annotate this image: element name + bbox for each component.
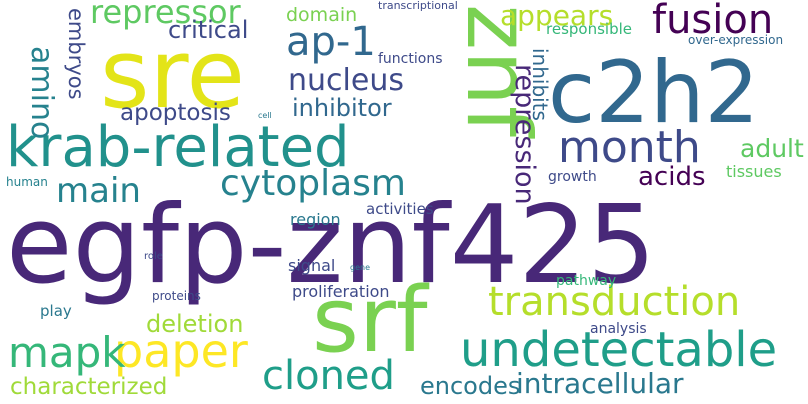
word-paper: paper [114, 324, 248, 378]
word-intracellular: intracellular [516, 367, 684, 400]
word-analysis: analysis [590, 321, 647, 337]
word-play: play [40, 302, 72, 320]
word-nucleus: nucleus [288, 63, 404, 98]
word-growth: growth [548, 169, 597, 185]
word-inhibits: inhibits [528, 48, 552, 121]
word-domain: domain [286, 4, 358, 26]
word-signal: signal [288, 256, 336, 275]
word-tissues: tissues [726, 162, 782, 181]
word-krab-related: krab-related [6, 115, 350, 180]
word-egfp-znf425: egfp-znf425 [6, 183, 656, 308]
word-proteins: proteins [152, 289, 201, 303]
word-month: month [558, 122, 701, 173]
word-activities: activities [366, 200, 434, 218]
word-undetectable: undetectable [460, 322, 778, 378]
word-srf: srf [312, 268, 428, 373]
word-transcriptional: transcriptional [378, 0, 458, 12]
word-critical: critical [168, 16, 249, 44]
word-acids: acids [638, 162, 706, 192]
word-repressor: repressor [90, 0, 241, 31]
word-sre: sre [100, 20, 245, 130]
word-encodes: encodes [420, 372, 521, 400]
word-characterized: characterized [10, 374, 168, 400]
word-cell: cell [258, 111, 272, 120]
word-gene: gene [350, 263, 370, 272]
word-adult: adult [740, 134, 804, 163]
word-functions: functions [378, 51, 443, 67]
word-region: region [290, 210, 341, 229]
word-main: main [56, 171, 141, 211]
word-role: role [144, 251, 163, 262]
word-amino: amino [24, 46, 59, 140]
word-ap-1: ap-1 [286, 19, 376, 65]
word-fusion: fusion [652, 0, 774, 43]
word-inhibitor: inhibitor [292, 94, 392, 122]
word-appears: appears [500, 0, 614, 32]
word-mapk: mapk [8, 328, 126, 377]
word-transduction: transduction [488, 279, 741, 325]
word-pathway: pathway [556, 273, 617, 289]
word-embryos: embryos [64, 8, 88, 100]
word-cloned: cloned [262, 353, 395, 399]
word-c2h2: c2h2 [548, 43, 760, 143]
word-proliferation: proliferation [292, 282, 390, 301]
word-responsible: responsible [546, 20, 632, 38]
word-human: human [6, 175, 48, 189]
word-deletion: deletion [146, 310, 244, 338]
word-over-expression: over-expression [688, 33, 784, 47]
word-apoptosis: apoptosis [120, 100, 231, 126]
word-cytoplasm: cytoplasm [220, 163, 406, 204]
